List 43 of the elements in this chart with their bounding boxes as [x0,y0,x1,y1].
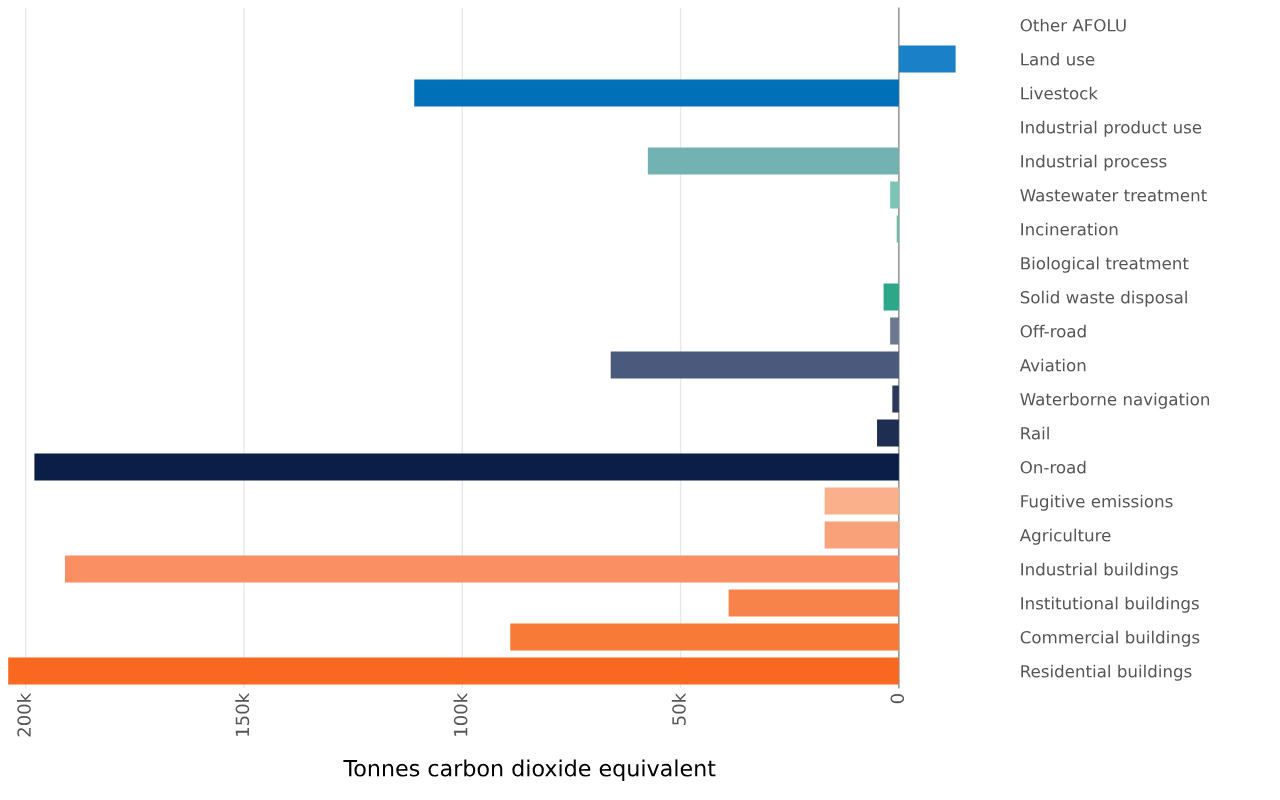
y-tick-label: Rail [1021,426,1049,440]
y-tick-label: Biological treatment [1021,256,1189,273]
y-tick-label: Aviation [1019,358,1086,372]
y-tick-label: Industrial buildings [1021,562,1178,579]
x-axis-title: Tonnes carbon dioxide equivalent [343,759,716,781]
y-tick-label: Incineration [1021,222,1118,236]
bar [898,45,956,73]
bar [34,453,899,481]
x-tick-label: 200k [16,692,31,737]
bar [510,623,899,651]
y-tick-label: Institutional buildings [1021,596,1199,613]
bar [824,521,899,549]
y-tick-label: Wastewater treatment [1020,189,1207,202]
y-tick-label: Agriculture [1019,528,1111,545]
x-tick-label: 0 [890,694,905,704]
bar [890,181,899,209]
bar [892,385,899,413]
bar [890,317,899,345]
bar [8,657,899,685]
y-tick-label: Industrial product use [1021,120,1202,137]
bar [610,351,899,379]
y-tick-label: Solid waste disposal [1020,290,1187,307]
bar [877,419,899,447]
y-tick-label: Commercial buildings [1020,630,1200,647]
y-tick-label: On-road [1020,460,1086,474]
y-tick-label: Off-road [1020,324,1086,338]
bar [647,147,899,175]
x-tick-label: 100k [453,692,468,736]
y-tick-label: Residential buildings [1021,664,1192,681]
bar [728,589,899,617]
y-tick-label: Fugitive emissions [1021,494,1173,511]
bar [824,487,899,515]
bar [896,215,899,243]
y-tick-label: Waterborne navigation [1020,392,1210,409]
y-tick-label: Industrial process [1021,154,1167,171]
x-tick-label: 150k [235,692,250,736]
bar [64,555,899,583]
bar [414,79,899,107]
y-tick-label: Livestock [1021,86,1098,100]
y-tick-label: Other AFOLU [1020,18,1126,32]
y-tick-label: Land use [1021,52,1095,66]
bar [883,283,899,311]
x-tick-label: 50k [671,692,686,725]
